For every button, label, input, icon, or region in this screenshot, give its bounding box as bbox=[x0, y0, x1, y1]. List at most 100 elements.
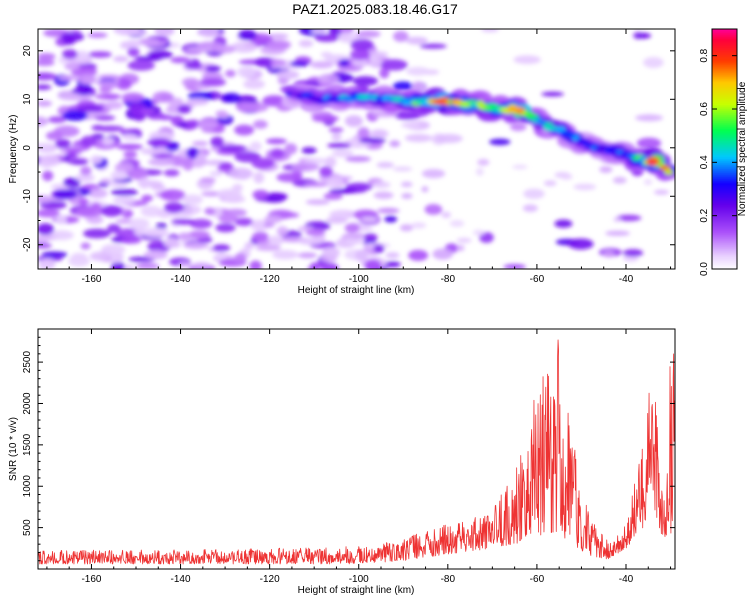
colorbar-strip bbox=[712, 259, 737, 262]
heat-cell bbox=[39, 200, 67, 210]
colorbar-strip bbox=[712, 89, 737, 92]
heat-cell bbox=[392, 81, 414, 92]
heat-cell bbox=[63, 177, 81, 188]
colorbar-strip bbox=[712, 151, 737, 154]
heat-cell bbox=[250, 219, 270, 231]
heat-cell bbox=[62, 49, 78, 60]
heat-cell bbox=[522, 204, 538, 212]
colorbar-strip bbox=[712, 171, 737, 174]
heat-cell bbox=[373, 191, 394, 200]
heat-cell bbox=[554, 219, 573, 228]
heat-cell bbox=[96, 125, 125, 132]
heat-cell bbox=[254, 57, 276, 68]
heat-cell bbox=[255, 245, 282, 251]
heat-cell bbox=[73, 50, 90, 61]
y-tick-label: -20 bbox=[22, 237, 33, 252]
spectrogram-ridge bbox=[281, 82, 675, 181]
colorbar-tick-label: 0.4 bbox=[699, 155, 710, 169]
heat-cell bbox=[38, 223, 55, 236]
heat-cell bbox=[377, 207, 400, 214]
heat-cell bbox=[291, 162, 320, 172]
snr-series-line bbox=[38, 339, 675, 565]
heat-cell bbox=[196, 152, 207, 163]
colorbar-strip bbox=[712, 79, 737, 82]
colorbar-strip bbox=[712, 87, 737, 90]
heat-cell bbox=[123, 151, 138, 158]
heat-cell bbox=[178, 261, 190, 268]
colorbar-strip bbox=[712, 55, 737, 58]
colorbar-strip bbox=[712, 143, 737, 146]
heat-cell bbox=[263, 192, 288, 202]
heat-cell bbox=[71, 67, 98, 77]
heat-cell bbox=[605, 230, 630, 236]
heat-cell bbox=[267, 235, 283, 247]
heat-cell bbox=[523, 188, 545, 199]
colorbar-strip bbox=[712, 257, 737, 260]
heat-cell bbox=[406, 66, 430, 76]
colorbar-strip bbox=[712, 129, 737, 132]
heat-cell bbox=[327, 142, 352, 149]
heat-cell bbox=[177, 104, 192, 114]
heat-cell bbox=[48, 116, 66, 124]
colorbar-strip bbox=[712, 249, 737, 252]
heat-cell bbox=[107, 223, 121, 234]
colorbar-strip bbox=[712, 47, 737, 50]
heat-cell bbox=[186, 147, 200, 159]
heat-cell bbox=[358, 137, 386, 144]
heat-cell bbox=[311, 29, 328, 34]
heat-cell bbox=[143, 250, 168, 260]
heat-cell bbox=[219, 144, 247, 152]
colorbar-strip bbox=[712, 39, 737, 42]
heat-cell bbox=[489, 138, 511, 146]
heat-cell bbox=[181, 194, 203, 205]
heat-cell bbox=[249, 141, 262, 152]
heat-cell bbox=[613, 217, 622, 223]
heat-cell bbox=[265, 138, 287, 145]
heat-cell bbox=[385, 261, 401, 268]
heat-cell bbox=[88, 51, 112, 58]
heat-cell bbox=[393, 30, 409, 42]
heat-cell bbox=[222, 92, 241, 103]
heat-cell bbox=[643, 57, 664, 68]
x-tick-label: -40 bbox=[619, 574, 634, 585]
heat-cell bbox=[42, 170, 54, 182]
heat-cell bbox=[38, 100, 53, 107]
colorbar-strip bbox=[712, 211, 737, 214]
colorbar-strip bbox=[712, 223, 737, 226]
heat-cell bbox=[55, 139, 71, 149]
heat-cell bbox=[633, 32, 652, 39]
heat-cell bbox=[122, 264, 135, 269]
heat-cell bbox=[560, 173, 573, 180]
y-tick-label: 500 bbox=[22, 519, 33, 536]
heat-cell bbox=[83, 228, 111, 239]
colorbar-strip bbox=[712, 59, 737, 62]
heat-cell bbox=[573, 183, 597, 191]
colorbar-strip bbox=[712, 103, 737, 106]
heat-cell bbox=[38, 53, 56, 61]
heat-cell bbox=[477, 158, 490, 166]
colorbar-strip bbox=[712, 235, 737, 238]
heat-cell bbox=[234, 124, 255, 136]
heat-cell bbox=[140, 147, 164, 155]
colorbar-strip bbox=[712, 85, 737, 88]
colorbar-strip bbox=[712, 165, 737, 168]
colorbar-strip bbox=[712, 113, 737, 116]
heat-cell bbox=[38, 260, 52, 269]
heat-cell bbox=[186, 119, 201, 128]
y-tick-label: 1000 bbox=[22, 475, 33, 498]
heat-cell bbox=[252, 189, 269, 200]
colorbar-strip bbox=[712, 95, 737, 98]
colorbar-strip bbox=[712, 49, 737, 52]
x-tick-label: -60 bbox=[530, 274, 545, 285]
heat-cell bbox=[68, 159, 89, 165]
colorbar-strip bbox=[712, 155, 737, 158]
colorbar-strip bbox=[712, 153, 737, 156]
colorbar-strip bbox=[712, 207, 737, 210]
heat-cell bbox=[200, 177, 216, 184]
heat-cell bbox=[399, 224, 414, 232]
heat-cell bbox=[142, 227, 169, 238]
heat-cell bbox=[355, 249, 368, 262]
colorbar-strip bbox=[712, 35, 737, 38]
heat-cell bbox=[147, 158, 176, 167]
heat-cell bbox=[87, 188, 108, 199]
